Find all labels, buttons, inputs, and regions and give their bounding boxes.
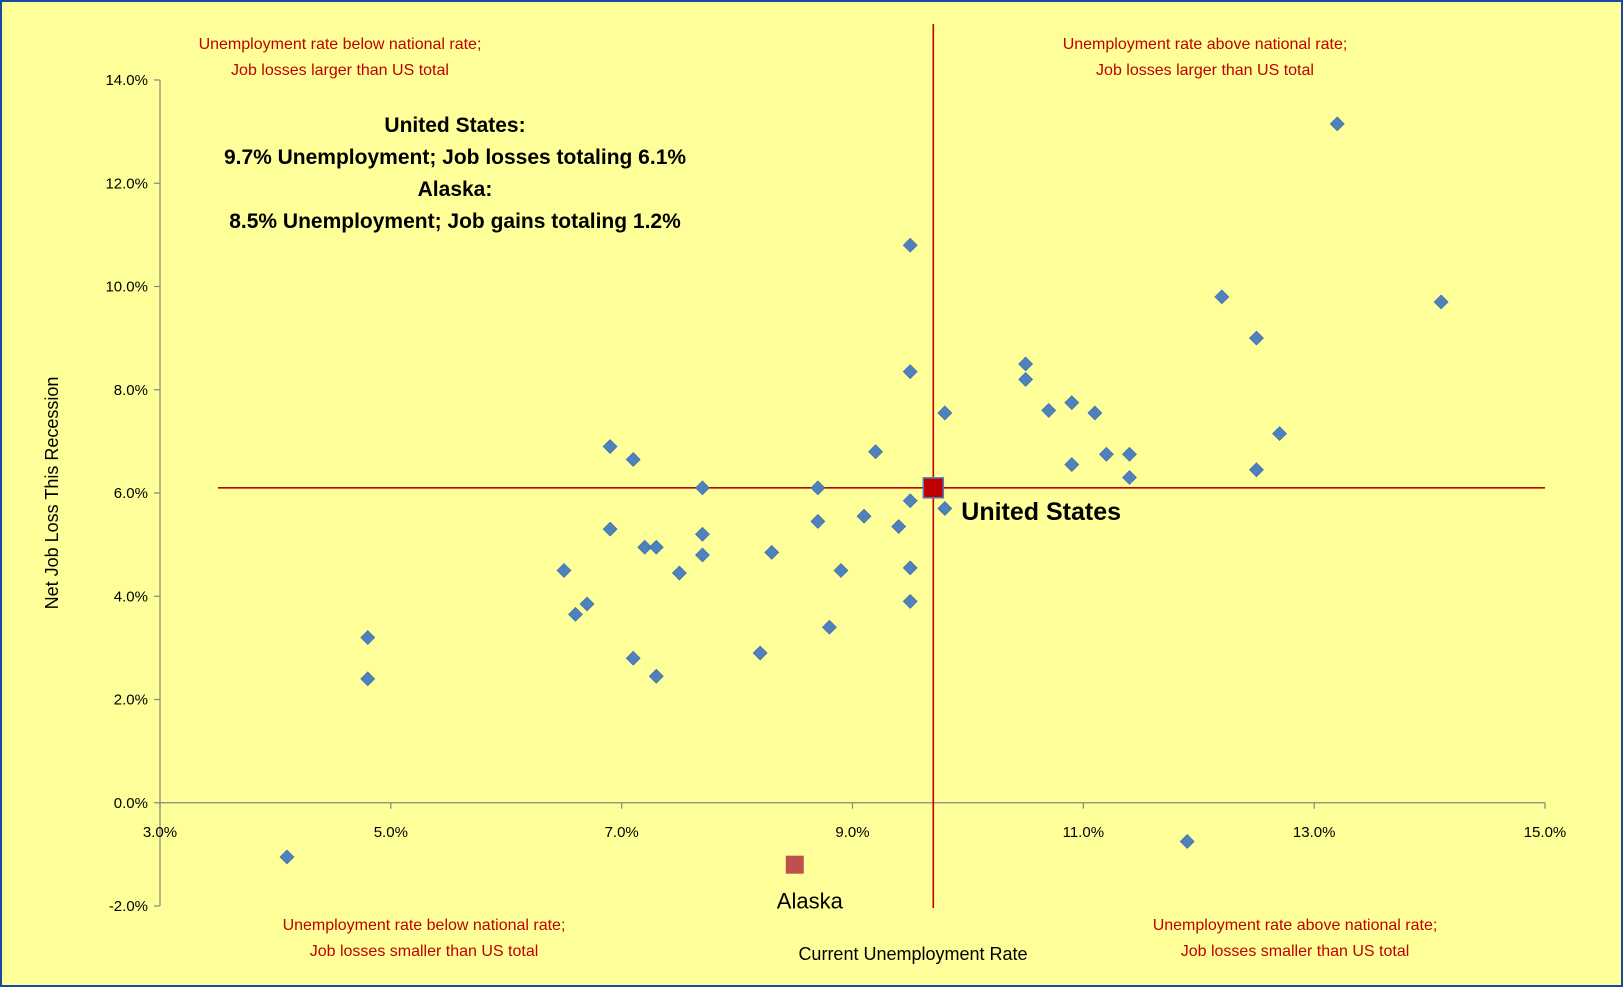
data-point [752,645,768,661]
data-point [1214,289,1230,305]
data-point [556,563,572,578]
data-point [360,671,376,687]
data-points [279,116,1449,865]
data-point [902,364,918,380]
data-point [810,480,826,496]
quadrant-label-top-left-line2: Job losses larger than US total [231,62,449,79]
data-point [868,444,884,460]
y-axis-title: Net Job Loss This Recession [42,377,62,610]
data-point [695,547,710,563]
alaska-label: Alaska [777,889,844,914]
data-point [568,606,583,622]
quadrant-label-bottom-left-line1: Unemployment rate below national rate; [283,917,566,934]
data-point [902,237,918,253]
data-point [602,521,618,537]
reference-lines [218,24,1545,908]
quadrant-label-top-right-line1: Unemployment rate above national rate; [1063,36,1348,53]
data-point [1329,116,1345,132]
quadrant-label-bottom-right-line2: Job losses smaller than US total [1181,943,1410,960]
data-point [1087,405,1103,421]
alaska-point [785,855,804,874]
x-tick-label: 7.0% [605,824,639,841]
x-tick-label: 15.0% [1524,824,1567,841]
quadrant-label-top-left-line1: Unemployment rate below national rate; [199,36,482,53]
quadrant-label-bottom-right-line1: Unemployment rate above national rate; [1153,917,1438,934]
y-tick-label: 10.0% [105,279,148,296]
summary-line-2: 9.7% Unemployment; Job losses totaling 6… [224,146,686,169]
quadrant-label-top-right-line2: Job losses larger than US total [1096,62,1314,79]
x-axis-title: Current Unemployment Rate [798,944,1027,964]
data-point [648,668,664,684]
y-tick-label: 6.0% [114,485,148,502]
data-point [695,480,710,496]
data-point [637,539,653,555]
united-states-point [922,477,945,499]
x-tick-label: 13.0% [1293,824,1336,841]
data-point [1122,446,1137,462]
data-point [279,849,295,865]
x-tick-label: 9.0% [835,824,869,841]
data-point [810,513,826,529]
y-tick-label: 4.0% [114,588,148,605]
data-point [937,405,953,421]
summary-line-3: Alaska: [418,178,493,201]
data-point [821,619,837,635]
data-point [1249,462,1264,478]
y-tick-label: 0.0% [114,795,148,812]
x-tick-label: 11.0% [1063,824,1104,841]
y-tick-label: -2.0% [109,898,148,915]
data-point [602,439,618,454]
data-point [1098,446,1114,462]
data-point [1041,402,1057,418]
data-point [1018,356,1034,372]
data-point [1272,426,1287,442]
data-point [625,650,641,666]
y-tick-label: 12.0% [105,175,148,192]
data-point [1249,330,1264,346]
data-point [625,452,641,467]
data-point [1064,457,1080,473]
x-tick-label: 3.0% [143,824,177,841]
quadrant-label-bottom-left-line2: Job losses smaller than US total [310,943,539,960]
data-point [671,565,687,581]
data-point [360,630,376,645]
data-point [891,519,907,534]
data-point [902,560,918,576]
data-point [902,593,918,609]
data-point [1018,372,1034,387]
data-point [648,539,664,555]
data-point [1064,395,1080,411]
y-tick-label: 2.0% [114,692,148,709]
data-point [764,544,780,560]
data-point [856,508,872,524]
summary-line-1: United States: [384,114,525,137]
y-tick-label: 14.0% [105,72,148,89]
data-point [1179,834,1195,849]
data-point [937,501,953,516]
data-point [902,493,918,509]
y-tick-label: 8.0% [114,382,148,399]
data-point [1122,470,1137,485]
summary-line-4: 8.5% Unemployment; Job gains totaling 1.… [229,210,681,233]
data-point [579,596,595,612]
united-states-label: United States [961,498,1121,526]
data-point [833,563,849,578]
highlighted-points: United States Alaska [777,477,1121,914]
axes: -2.0% 0.0% 2.0% 4.0% 6.0% 8.0% 10.0% 12.0% 14.0%… [105,72,1566,915]
data-point [695,526,710,542]
x-tick-label: 5.0% [374,824,408,841]
data-point [1433,294,1449,310]
